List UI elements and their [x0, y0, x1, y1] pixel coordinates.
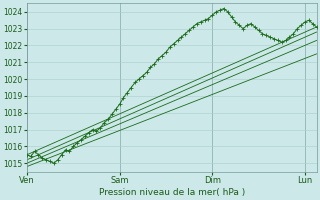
X-axis label: Pression niveau de la mer( hPa ): Pression niveau de la mer( hPa ) — [99, 188, 245, 197]
